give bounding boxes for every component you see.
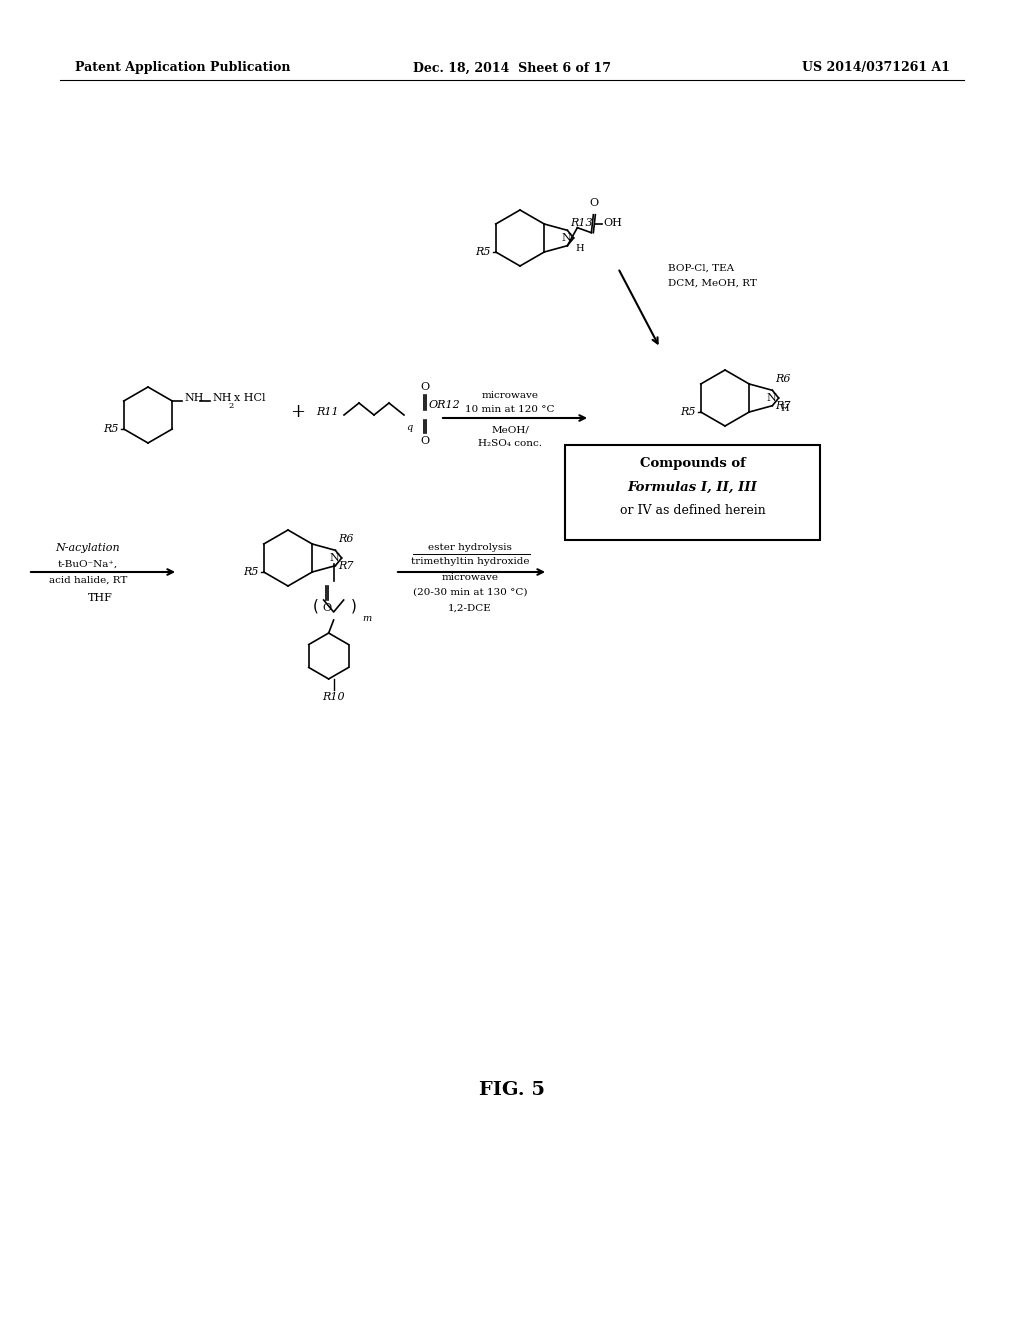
Text: DCM, MeOH, RT: DCM, MeOH, RT [668, 279, 757, 288]
Text: 1,2-DCE: 1,2-DCE [449, 603, 492, 612]
Text: microwave: microwave [481, 391, 539, 400]
Text: 2: 2 [228, 403, 233, 411]
Text: N-acylation: N-acylation [55, 543, 120, 553]
Text: FIG. 5: FIG. 5 [479, 1081, 545, 1100]
Text: x HCl: x HCl [234, 393, 266, 403]
Text: or IV as defined herein: or IV as defined herein [620, 503, 765, 516]
Text: acid halide, RT: acid halide, RT [49, 576, 127, 585]
Text: Compounds of: Compounds of [640, 457, 745, 470]
Text: t-BuO⁻Na⁺,: t-BuO⁻Na⁺, [58, 560, 118, 569]
Text: OR12: OR12 [429, 400, 461, 411]
Text: N: N [330, 553, 340, 564]
Text: R11: R11 [316, 407, 339, 417]
Text: NH: NH [184, 393, 204, 403]
Text: R5: R5 [475, 247, 490, 257]
Text: +: + [291, 403, 305, 421]
Text: O: O [421, 381, 429, 392]
Text: NH: NH [212, 393, 231, 403]
Text: R13: R13 [570, 218, 593, 228]
Text: Formulas I, II, III: Formulas I, II, III [628, 480, 758, 494]
Text: R10: R10 [323, 692, 345, 702]
Text: MeOH/: MeOH/ [492, 425, 529, 434]
Text: O: O [323, 603, 331, 612]
Text: (20-30 min at 130 °C): (20-30 min at 130 °C) [413, 587, 527, 597]
Text: BOP-Cl, TEA: BOP-Cl, TEA [668, 264, 734, 272]
Text: R7: R7 [775, 401, 791, 411]
Text: R5: R5 [680, 407, 695, 417]
Text: (: ( [312, 598, 318, 614]
Text: THF: THF [88, 593, 113, 603]
Text: Dec. 18, 2014  Sheet 6 of 17: Dec. 18, 2014 Sheet 6 of 17 [413, 62, 611, 74]
Text: R6: R6 [775, 375, 791, 384]
Text: q: q [406, 422, 413, 432]
Text: trimethyltin hydroxide: trimethyltin hydroxide [411, 557, 529, 566]
Text: ester hydrolysis: ester hydrolysis [428, 544, 512, 553]
Text: ): ) [350, 598, 356, 614]
Text: O: O [590, 198, 599, 207]
Text: H: H [780, 404, 790, 413]
Text: microwave: microwave [441, 573, 499, 582]
Text: Patent Application Publication: Patent Application Publication [75, 62, 291, 74]
Text: H: H [575, 244, 585, 253]
Text: R6: R6 [338, 535, 354, 544]
Text: 10 min at 120 °C: 10 min at 120 °C [465, 404, 555, 413]
Text: N: N [562, 234, 571, 243]
Text: US 2014/0371261 A1: US 2014/0371261 A1 [802, 62, 950, 74]
Text: O: O [421, 436, 429, 446]
Text: N: N [767, 393, 776, 403]
Text: R5: R5 [244, 568, 259, 577]
Text: R5: R5 [103, 424, 119, 434]
Text: R7: R7 [338, 561, 354, 570]
Text: m: m [362, 614, 372, 623]
Text: H₂SO₄ conc.: H₂SO₄ conc. [478, 440, 542, 449]
Bar [565, 445, 820, 540]
Text: OH: OH [603, 218, 623, 227]
